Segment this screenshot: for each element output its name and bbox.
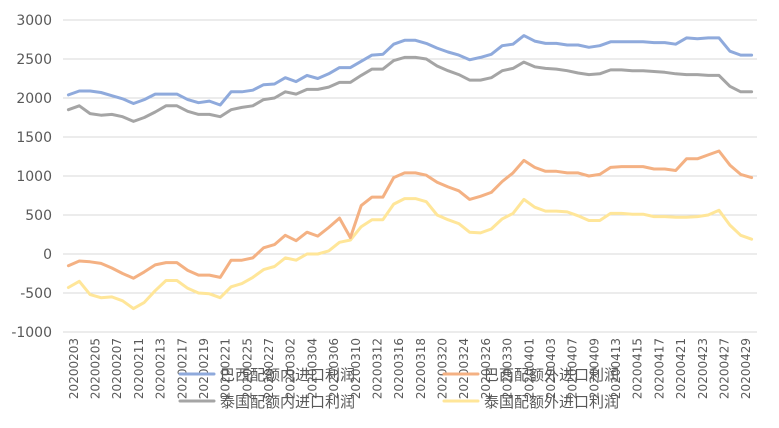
x-tick-label: 20200304 [305, 338, 319, 399]
x-tick-label: 20200203 [67, 338, 81, 399]
series-line-0 [66, 34, 754, 107]
x-tick-label: 20200403 [544, 338, 558, 399]
x-tick-label: 20200217 [175, 338, 189, 399]
x-tick-label: 20200207 [110, 338, 124, 399]
x-tick-label: 20200413 [609, 338, 623, 399]
x-tick-label: 20200409 [587, 338, 601, 399]
y-tick-label: 3000 [16, 13, 52, 29]
x-tick-label: 20200316 [392, 338, 406, 399]
y-tick-label: 500 [25, 208, 52, 224]
x-tick-label: 20200310 [349, 338, 363, 399]
x-tick-label: 20200421 [674, 338, 688, 399]
y-axis-tick-labels: 3000 2500 2000 1500 1000 500 0 -500 -1000 [11, 13, 52, 341]
y-tick-label: 0 [43, 247, 52, 263]
x-tick-label: 20200429 [739, 338, 753, 399]
x-tick-label: 20200213 [154, 338, 168, 399]
y-tick-label: 1500 [16, 130, 52, 146]
series-line-3 [66, 197, 754, 311]
x-tick-label: 20200427 [717, 338, 731, 399]
legend-label: 泰国配额内进口利润 [220, 393, 355, 411]
x-tick-label: 20200423 [696, 338, 710, 399]
x-tick-label: 20200320 [436, 338, 450, 399]
x-tick-label: 20200219 [197, 338, 211, 399]
y-tick-label: -1000 [11, 325, 52, 341]
x-tick-label: 20200221 [219, 338, 233, 399]
x-tick-label: 20200205 [89, 338, 103, 399]
grid-lines [63, 19, 757, 333]
x-tick-label: 20200227 [262, 338, 276, 399]
y-tick-label: 2500 [16, 52, 52, 68]
series-lines [66, 34, 754, 311]
x-tick-label: 20200415 [631, 338, 645, 399]
x-tick-label: 20200324 [457, 338, 471, 399]
x-tick-label: 20200330 [501, 338, 515, 399]
x-tick-label: 20200312 [370, 338, 384, 399]
series-line-2 [66, 55, 754, 123]
y-tick-label: 2000 [16, 91, 52, 107]
legend-label: 泰国配额外进口利润 [484, 393, 619, 411]
x-tick-label: 20200326 [479, 338, 493, 399]
y-tick-label: 1000 [16, 169, 52, 185]
x-tick-label: 20200407 [566, 338, 580, 399]
x-tick-label: 20200225 [240, 338, 254, 399]
x-tick-label: 20200318 [414, 338, 428, 399]
y-tick-label: -500 [20, 286, 52, 302]
x-tick-label: 20200302 [284, 338, 298, 399]
x-tick-label: 20200211 [132, 338, 146, 399]
x-tick-label: 20200401 [522, 338, 536, 399]
x-tick-label: 20200306 [327, 338, 341, 399]
legend-label: 巴西配额外进口利润 [484, 366, 619, 384]
x-tick-label: 20200417 [652, 338, 666, 399]
x-axis-tick-labels: 20200203 20200205 20200207 20200211 20200213… [67, 338, 753, 399]
legend-label: 巴西配额内进口利润 [220, 366, 355, 384]
series-line-1 [66, 149, 754, 280]
